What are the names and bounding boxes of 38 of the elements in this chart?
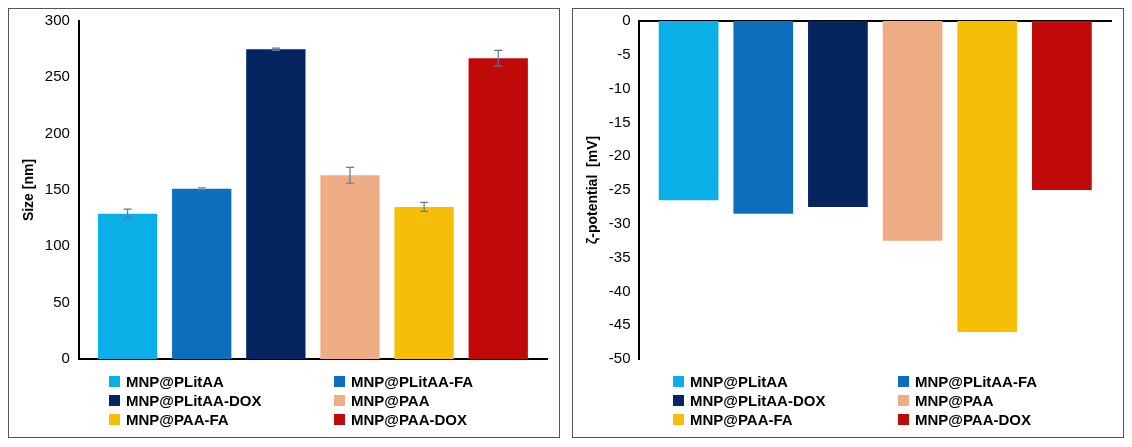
legend-label: MNP@PLitAA-DOX	[126, 392, 262, 409]
legend-label: MNP@PAA	[351, 392, 430, 409]
y-tick-label: -35	[608, 247, 631, 265]
y-tick-label: -15	[608, 112, 631, 130]
y-tick-label: 150	[44, 180, 70, 198]
legend-label: MNP@PLitAA	[126, 373, 224, 390]
bar	[97, 213, 158, 359]
y-tick-label: 250	[44, 67, 70, 85]
y-tick-label: 100	[44, 236, 70, 254]
bar	[320, 175, 380, 359]
y-tick-label: -25	[608, 180, 631, 198]
legend-label: MNP@PLitAA	[690, 373, 788, 390]
y-tick-label: -45	[608, 315, 631, 333]
legend-label: MNP@PLitAA-FA	[351, 373, 474, 390]
y-tick-label: -30	[608, 213, 631, 231]
legend-label: MNP@PAA-FA	[126, 411, 229, 428]
y-tick-label: 300	[44, 11, 70, 29]
bar	[394, 206, 454, 359]
legend-label: MNP@PAA-DOX	[915, 411, 1032, 428]
legend-label: MNP@PAA-DOX	[351, 411, 468, 428]
legend-label: MNP@PAA	[915, 392, 994, 409]
y-tick-label: -5	[617, 44, 631, 62]
y-tick-label: -20	[608, 146, 631, 164]
y-tick-label: 50	[53, 292, 70, 310]
bar	[468, 58, 528, 359]
y-tick-label: -50	[608, 349, 631, 367]
bar	[172, 188, 232, 359]
y-tick-label: -10	[608, 78, 631, 96]
legend-label: MNP@PLitAA-DOX	[690, 392, 826, 409]
y-axis-title: Size [nm]	[20, 158, 37, 222]
y-tick-label: -40	[608, 281, 631, 299]
y-tick-label: 0	[61, 349, 70, 367]
legend-label: MNP@PAA-FA	[690, 411, 793, 428]
y-tick-label: 0	[622, 11, 631, 29]
y-tick-label: 200	[44, 123, 70, 141]
bar	[246, 49, 306, 359]
legend-label: MNP@PLitAA-FA	[915, 373, 1038, 390]
y-axis-title: ζ-potential [mV]	[584, 135, 601, 245]
